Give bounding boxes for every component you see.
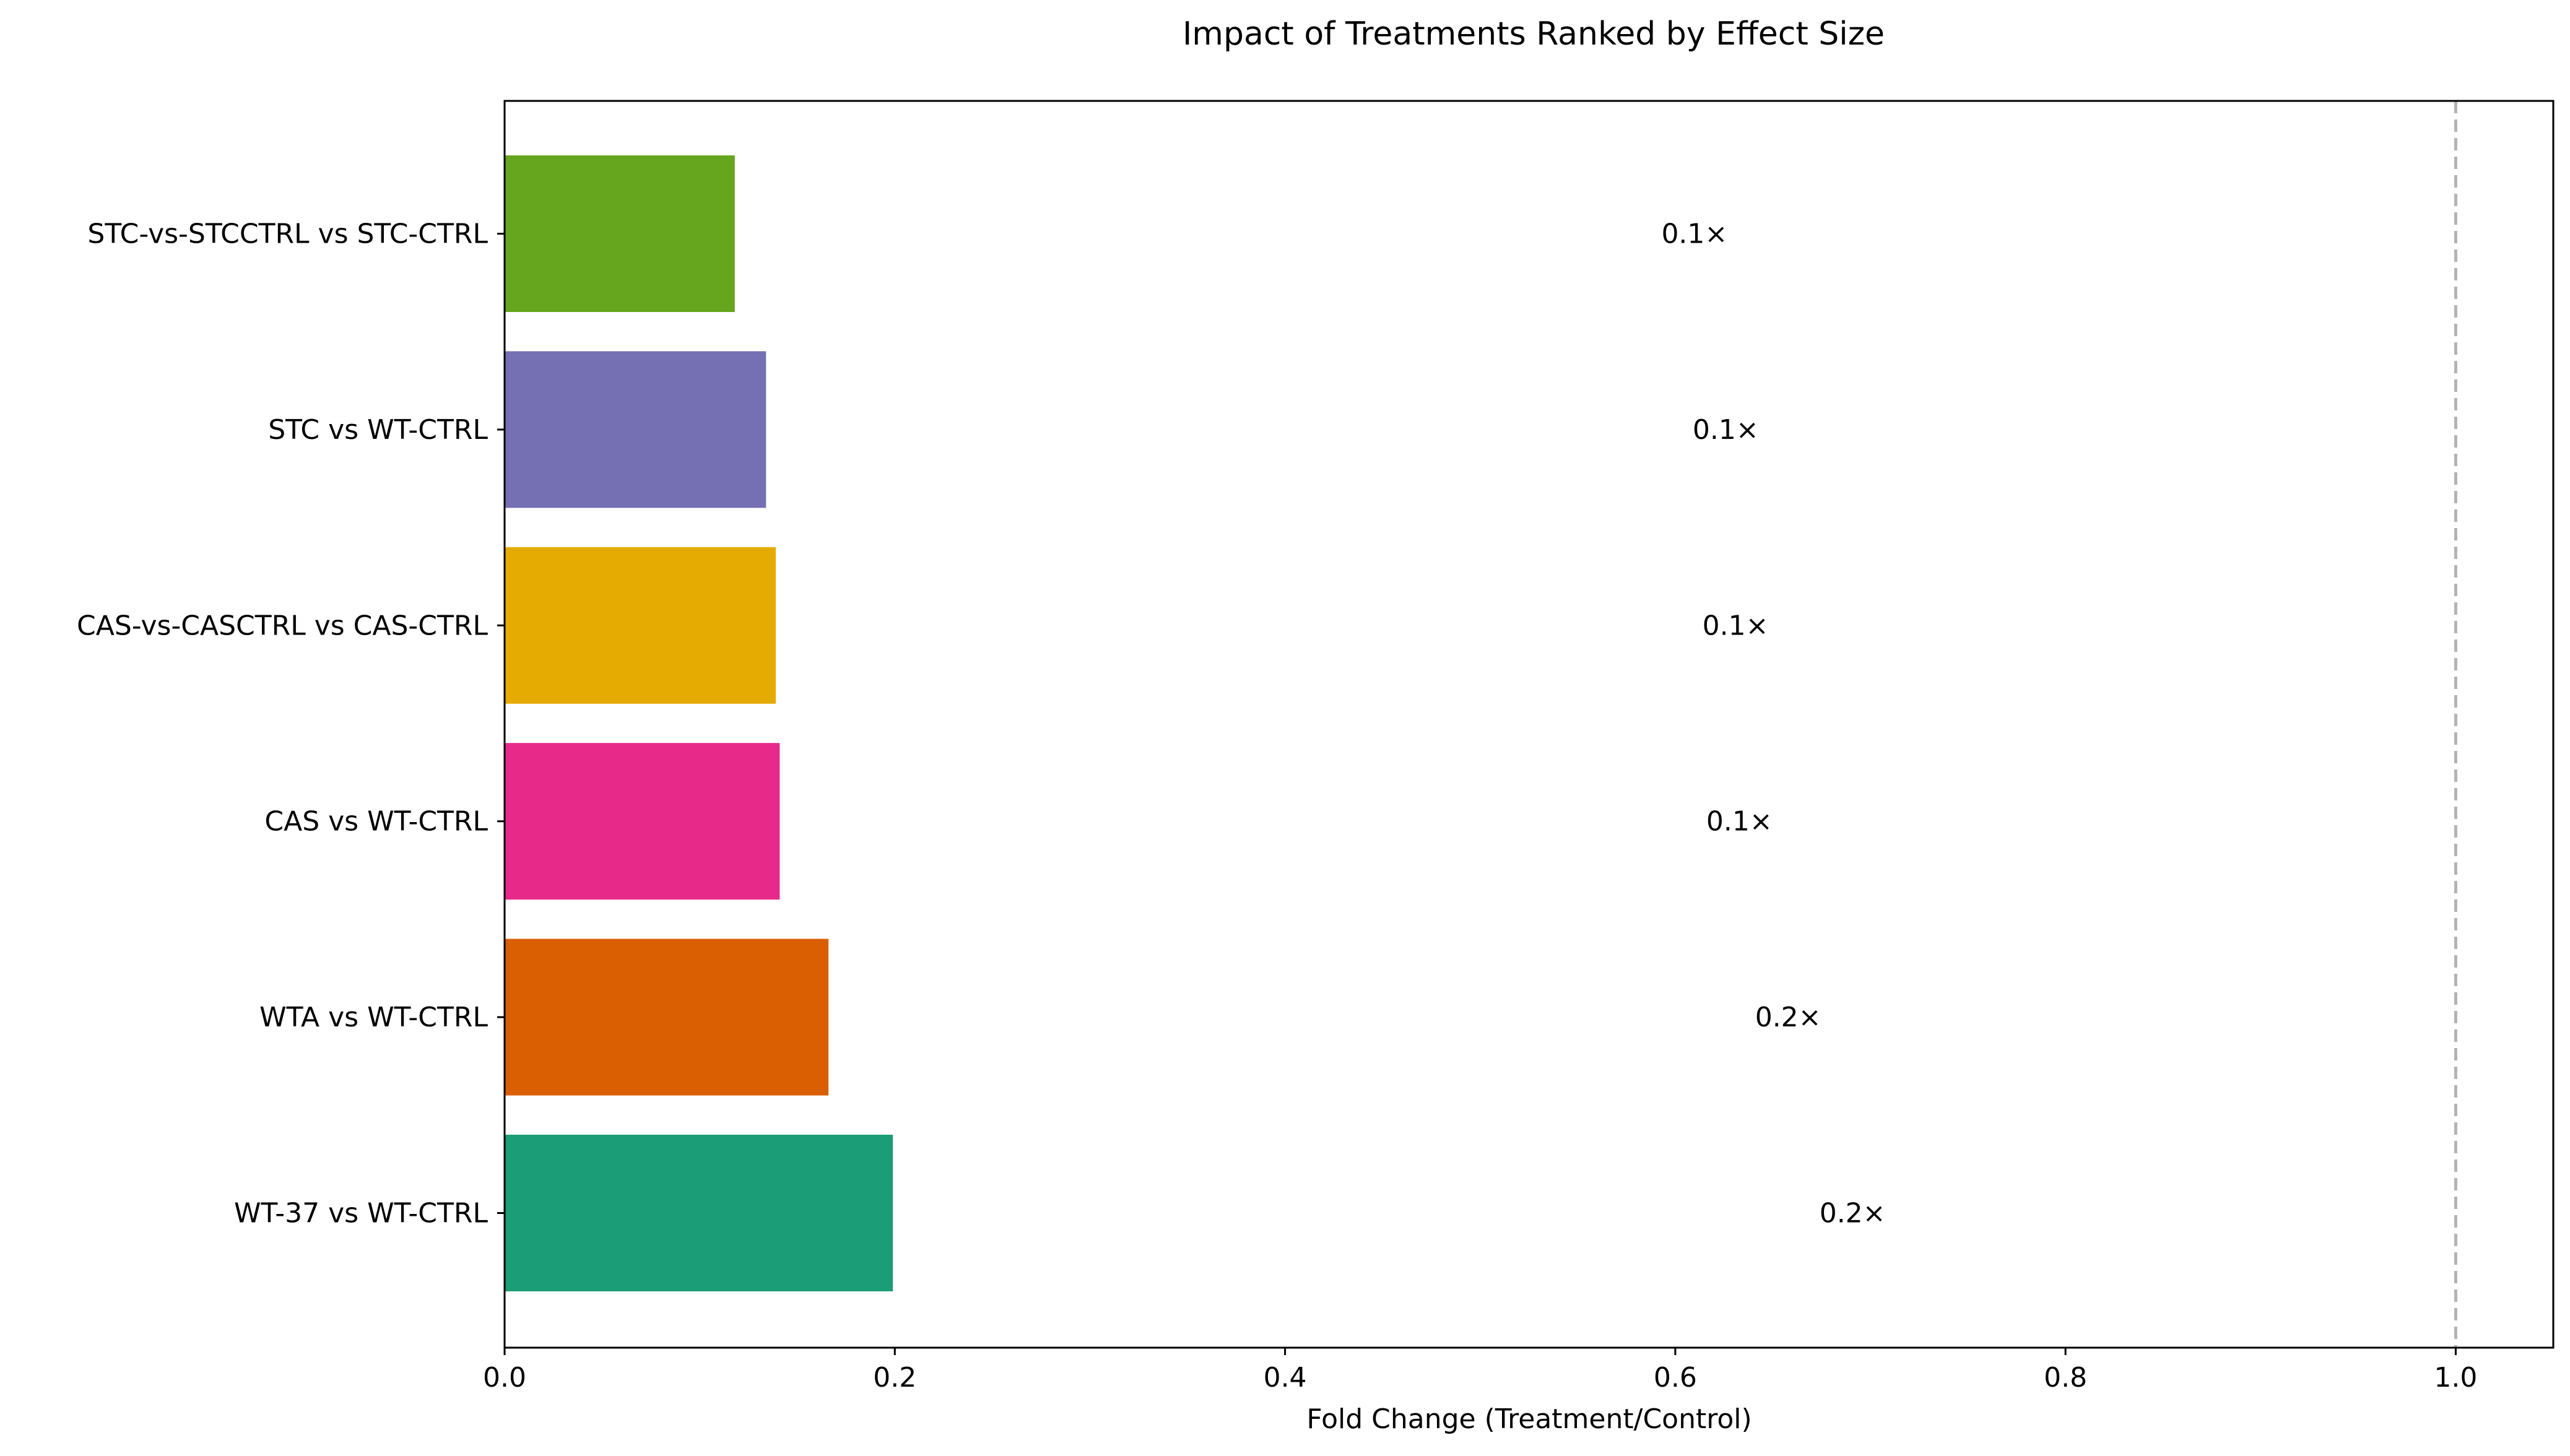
y-tick-label: STC-vs-STCCTRL vs STC-CTRL bbox=[87, 219, 488, 250]
bar bbox=[505, 743, 780, 900]
y-tick-label: CAS-vs-CASCTRL vs CAS-CTRL bbox=[77, 610, 488, 641]
y-tick-label: CAS vs WT-CTRL bbox=[264, 806, 488, 838]
bar bbox=[505, 351, 766, 508]
x-tick-label: 0.6 bbox=[1654, 1362, 1697, 1393]
bar-labels-layer: 0.1× 0.1× 0.1× 0.1× 0.2× 0.2× bbox=[1661, 219, 1885, 1229]
bar bbox=[505, 1135, 893, 1291]
plot-frame bbox=[503, 100, 2555, 1349]
x-tick-label: 0.8 bbox=[2044, 1362, 2087, 1393]
bar-value-label: 0.1× bbox=[1693, 414, 1759, 446]
bar-value-label: 0.1× bbox=[1703, 610, 1769, 641]
y-tick-label: STC vs WT-CTRL bbox=[268, 414, 488, 446]
y-axis: STC-vs-STCCTRL vs STC-CTRL STC vs WT-CTRL… bbox=[77, 219, 505, 1229]
y-tick-label: WT-37 vs WT-CTRL bbox=[234, 1198, 488, 1229]
bar-value-label: 0.2× bbox=[1755, 1002, 1821, 1033]
x-axis-label: Fold Change (Treatment/Control) bbox=[1306, 1403, 1752, 1435]
bars-layer bbox=[505, 155, 893, 1291]
bar-value-label: 0.1× bbox=[1661, 219, 1727, 250]
x-axis: 0.0 0.2 0.4 0.6 0.8 1.0 bbox=[483, 1348, 2477, 1393]
bar bbox=[505, 547, 776, 704]
bar-value-label: 0.2× bbox=[1820, 1198, 1886, 1229]
bar bbox=[505, 155, 735, 312]
bar-value-label: 0.1× bbox=[1706, 806, 1773, 838]
x-tick-label: 0.4 bbox=[1264, 1362, 1307, 1393]
chart-title: Impact of Treatments Ranked by Effect Si… bbox=[1183, 15, 1885, 53]
y-tick-label: WTA vs WT-CTRL bbox=[259, 1002, 488, 1033]
bar bbox=[505, 938, 829, 1096]
x-tick-label: 0.2 bbox=[873, 1362, 916, 1393]
x-tick-label: 0.0 bbox=[483, 1362, 526, 1393]
x-tick-label: 1.0 bbox=[2434, 1362, 2477, 1393]
